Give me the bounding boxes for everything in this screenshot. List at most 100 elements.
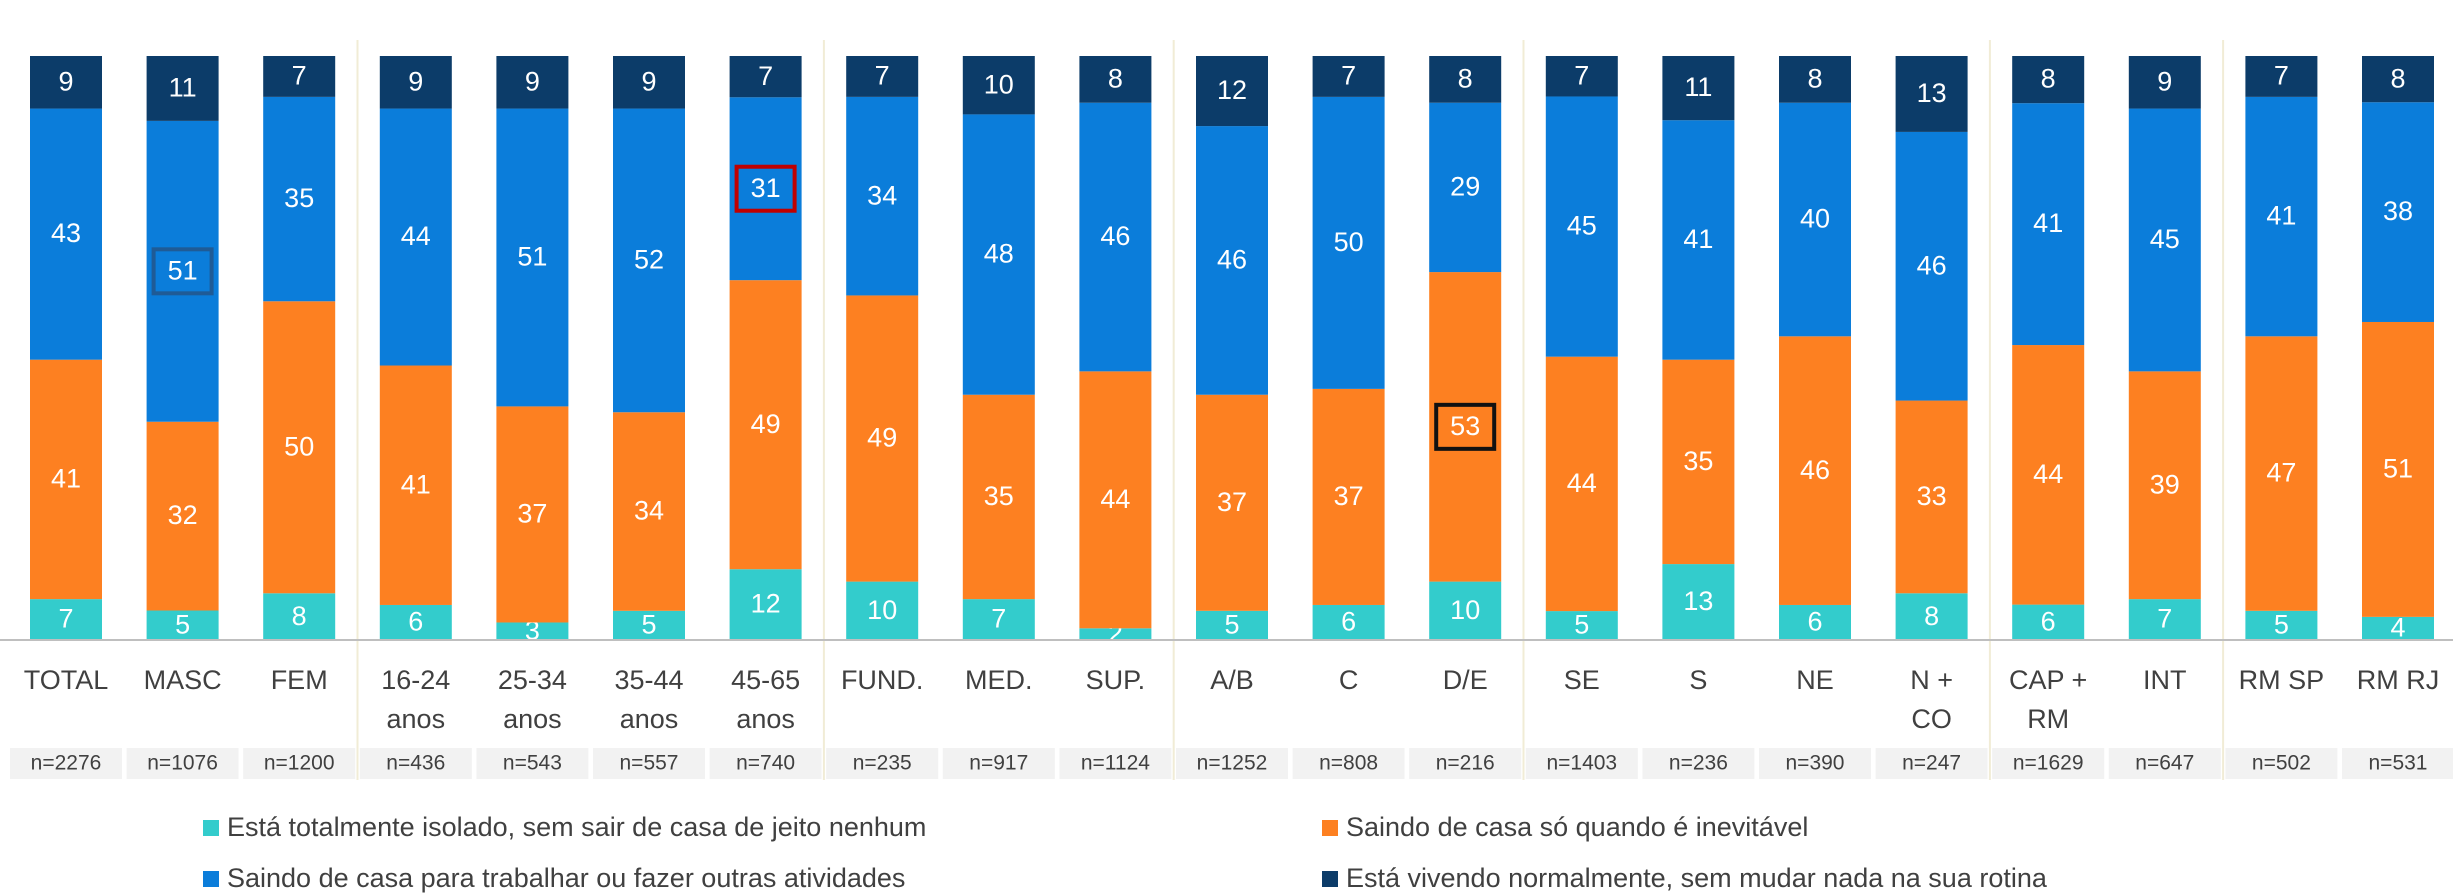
- bar-segment: [1079, 56, 1152, 103]
- bar-segment: [2245, 610, 2318, 640]
- data-label: 49: [867, 423, 897, 453]
- bar-segment: [613, 412, 685, 611]
- bar-segment: [496, 108, 569, 407]
- x-tick-label: MED.: [965, 665, 1033, 695]
- data-label: 6: [2041, 606, 2056, 636]
- data-label: 37: [517, 499, 547, 529]
- data-label: 8: [2041, 64, 2056, 94]
- sample-box: [476, 748, 589, 779]
- bar-segment: [379, 604, 452, 640]
- bar-segment: [146, 56, 219, 121]
- bar-segment: [30, 108, 102, 360]
- bar-segment: [1779, 102, 1851, 337]
- data-label: 40: [1800, 204, 1830, 234]
- bar-segment: [379, 365, 452, 605]
- bar-segment: [1196, 126, 1268, 395]
- bar-segment: [2245, 336, 2318, 611]
- sample-size: n=1629: [2013, 752, 2084, 775]
- data-label: 34: [867, 180, 897, 210]
- bar-segment: [729, 280, 802, 570]
- bar-segment: [1545, 356, 1618, 612]
- bar-segment: [1429, 102, 1502, 273]
- data-label: 8: [1807, 63, 1822, 93]
- bar-segment: [263, 56, 336, 97]
- data-label: 9: [525, 66, 540, 96]
- sample-box: [2225, 748, 2338, 779]
- bar-segment: [2362, 56, 2434, 103]
- legend-label: Está vivendo normalmente, sem mudar nada…: [1346, 863, 2048, 893]
- bar-segment: [1079, 371, 1152, 629]
- bar-segment: [729, 56, 802, 98]
- bar-segment: [1779, 56, 1851, 103]
- highlight-box: [1434, 402, 1497, 451]
- data-label: 8: [1458, 63, 1473, 93]
- data-label: 5: [1574, 610, 1589, 640]
- data-label: 41: [2033, 208, 2063, 238]
- data-label: 9: [641, 66, 656, 96]
- data-label: 12: [751, 589, 781, 619]
- data-label: 50: [1334, 227, 1364, 257]
- bar-segment: [1662, 359, 1735, 565]
- bar-segment: [146, 421, 219, 611]
- bar-segment: [1662, 120, 1735, 360]
- bar-segment: [1545, 56, 1618, 97]
- bar-segment: [30, 56, 102, 109]
- data-label: 53: [1450, 411, 1480, 441]
- bar-segment: [496, 56, 569, 109]
- data-label: 37: [1334, 481, 1364, 511]
- sample-size: n=216: [1436, 752, 1495, 775]
- x-tick-label: 16-24 anos: [381, 665, 450, 734]
- data-label: 35: [1683, 446, 1713, 476]
- data-label: 50: [284, 431, 314, 461]
- data-label: 44: [1567, 468, 1597, 498]
- x-tick-label: C: [1339, 665, 1359, 695]
- bar-segment: [1895, 593, 1968, 640]
- data-label: 7: [2157, 604, 2172, 634]
- sample-box: [10, 748, 122, 779]
- bar-segment: [1429, 272, 1502, 582]
- data-label: 45: [1567, 211, 1597, 241]
- bar-segment: [729, 569, 802, 640]
- data-label: 8: [2390, 63, 2405, 93]
- bar-segment: [846, 56, 919, 97]
- data-label: 3: [525, 615, 540, 645]
- data-label: 29: [1450, 172, 1480, 202]
- sample-size: n=1403: [1546, 752, 1617, 775]
- data-label: 32: [168, 500, 198, 530]
- bar-segment: [2128, 371, 2201, 600]
- bar-segment: [2128, 599, 2201, 640]
- x-tick-label: A/B: [1210, 665, 1254, 695]
- bar-segment: [962, 56, 1035, 115]
- data-label: 5: [2274, 610, 2289, 640]
- sample-box: [1059, 748, 1172, 779]
- bar-segment: [1196, 56, 1268, 127]
- x-tick-label: D/E: [1443, 665, 1488, 695]
- bar-segment: [1662, 564, 1735, 640]
- bar-segment: [2245, 56, 2318, 97]
- data-label: 46: [1800, 455, 1830, 485]
- data-label: 44: [2033, 459, 2063, 489]
- sample-size: n=1076: [147, 752, 218, 775]
- bar-segment: [846, 295, 919, 582]
- bar-segment: [729, 97, 802, 281]
- sample-box: [1875, 748, 1988, 779]
- bar-segment: [1545, 611, 1618, 640]
- bar-segment: [1079, 628, 1152, 640]
- sample-box: [1525, 748, 1638, 779]
- data-label: 35: [984, 481, 1014, 511]
- data-label: 45: [2150, 224, 2180, 254]
- legend-swatch: [1322, 820, 1338, 836]
- sample-box: [1642, 748, 1755, 779]
- sample-box: [2342, 748, 2453, 779]
- data-label: 12: [1217, 75, 1247, 105]
- x-tick-label: MASC: [144, 665, 222, 695]
- data-label: 43: [51, 218, 81, 248]
- data-label: 33: [1917, 481, 1947, 511]
- data-label: 9: [58, 66, 73, 96]
- bar-segment: [1429, 581, 1502, 640]
- x-tick-label: 25-34 anos: [498, 665, 567, 734]
- data-label: 7: [292, 61, 307, 91]
- data-label: 8: [1924, 601, 1939, 631]
- data-label: 8: [292, 601, 307, 631]
- data-label: 9: [2157, 66, 2172, 96]
